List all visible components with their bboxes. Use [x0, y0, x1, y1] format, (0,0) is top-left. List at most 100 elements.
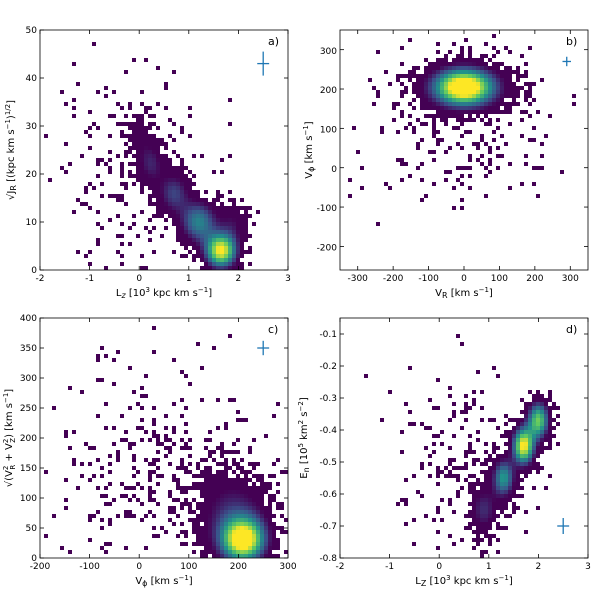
heatmap-cell [472, 402, 476, 406]
heatmap-cell [172, 210, 176, 214]
heatmap-cell [500, 490, 504, 494]
heatmap-cell [432, 450, 436, 454]
heatmap-cell [184, 178, 188, 182]
heatmap-cell [152, 122, 156, 126]
heatmap-cell [264, 514, 268, 518]
heatmap-cell [540, 442, 544, 446]
heatmap-cell [180, 490, 184, 494]
heatmap-cell [524, 466, 528, 470]
heatmap-cell [436, 94, 440, 98]
heatmap-cell [248, 546, 252, 550]
heatmap-cell [452, 510, 456, 514]
heatmap-cell [468, 110, 472, 114]
heatmap-cell [216, 506, 220, 510]
heatmap-cell [224, 518, 228, 522]
heatmap-cell [188, 486, 192, 490]
heatmap-cell [216, 518, 220, 522]
heatmap-cell [120, 262, 124, 266]
heatmap-cell [248, 538, 252, 542]
heatmap-cell [208, 490, 212, 494]
heatmap-cell [428, 114, 432, 118]
heatmap-cell [460, 134, 464, 138]
heatmap-cell [244, 226, 248, 230]
heatmap-cell [208, 258, 212, 262]
heatmap-cell [424, 194, 428, 198]
heatmap-cell [132, 146, 136, 150]
heatmap-cell [176, 218, 180, 222]
heatmap-cell [240, 486, 244, 490]
heatmap-cell [516, 94, 520, 98]
heatmap-cell [440, 70, 444, 74]
heatmap-cell [528, 102, 532, 106]
heatmap-cell [228, 538, 232, 542]
heatmap-cell [232, 238, 236, 242]
heatmap-cell [504, 110, 508, 114]
heatmap-cell [228, 234, 232, 238]
heatmap-cell [248, 518, 252, 522]
heatmap-cell [460, 62, 464, 66]
heatmap-cell [504, 498, 508, 502]
heatmap-cell [164, 106, 168, 110]
panel-b-ytick-label: -100 [317, 204, 338, 214]
heatmap-cell [108, 150, 112, 154]
heatmap-cell [200, 230, 204, 234]
heatmap-cell [116, 458, 120, 462]
heatmap-cell [216, 398, 220, 402]
heatmap-cell [448, 90, 452, 94]
heatmap-cell [256, 490, 260, 494]
heatmap-cell [244, 486, 248, 490]
heatmap-cell [220, 254, 224, 258]
heatmap-cell [120, 438, 124, 442]
heatmap-cell [516, 458, 520, 462]
heatmap-cell [136, 114, 140, 118]
heatmap-cell [520, 462, 524, 466]
heatmap-cell [188, 178, 192, 182]
heatmap-cell [236, 474, 240, 478]
heatmap-cell [524, 154, 528, 158]
heatmap-cell [180, 370, 184, 374]
heatmap-cell [84, 442, 88, 446]
heatmap-cell [448, 418, 452, 422]
heatmap-cell [208, 474, 212, 478]
panel-a-xtick-label: -1 [85, 274, 94, 284]
heatmap-cell [232, 526, 236, 530]
heatmap-cell [200, 198, 204, 202]
heatmap-cell [176, 210, 180, 214]
heatmap-cell [248, 550, 252, 554]
heatmap-cell [156, 186, 160, 190]
heatmap-cell [540, 166, 544, 170]
heatmap-cell [204, 458, 208, 462]
heatmap-cell [212, 486, 216, 490]
heatmap-cell [216, 238, 220, 242]
heatmap-cell [200, 542, 204, 546]
heatmap-cell [252, 514, 256, 518]
heatmap-cell [544, 134, 548, 138]
heatmap-cell [236, 234, 240, 238]
heatmap-cell [492, 494, 496, 498]
heatmap-cell [212, 546, 216, 550]
heatmap-cell [220, 194, 224, 198]
heatmap-cell [556, 442, 560, 446]
heatmap-cell [540, 446, 544, 450]
heatmap-cell [484, 102, 488, 106]
heatmap-cell [216, 242, 220, 246]
heatmap-cell [484, 462, 488, 466]
heatmap-cell [488, 478, 492, 482]
heatmap-cell [496, 526, 500, 530]
heatmap-cell [220, 170, 224, 174]
heatmap-cell [488, 502, 492, 506]
heatmap-cell [164, 194, 168, 198]
panel-d-ticks [339, 318, 589, 559]
heatmap-cell [52, 406, 56, 410]
heatmap-cell [268, 486, 272, 490]
heatmap-cell [208, 226, 212, 230]
heatmap-cell [228, 242, 232, 246]
heatmap-cell [200, 210, 204, 214]
heatmap-cell [172, 170, 176, 174]
heatmap-cell [512, 102, 516, 106]
heatmap-cell [168, 194, 172, 198]
heatmap-cell [404, 478, 408, 482]
panel-c-xlabel: Vϕ [km s−1] [135, 574, 192, 588]
heatmap-cell [444, 150, 448, 154]
heatmap-cell [64, 102, 68, 106]
